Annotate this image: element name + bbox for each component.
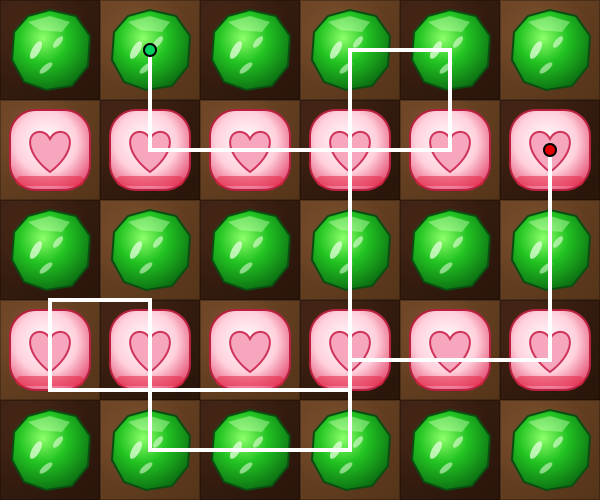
board-cell[interactable] xyxy=(200,400,300,500)
green-wood-orb-icon xyxy=(306,6,394,94)
board-cell[interactable] xyxy=(0,200,100,300)
board-cell[interactable] xyxy=(300,400,400,500)
board-cell[interactable] xyxy=(0,300,100,400)
pink-heart-orb-icon xyxy=(406,306,494,394)
pink-heart-orb-icon xyxy=(306,106,394,194)
green-wood-orb-icon xyxy=(506,406,594,494)
board-cell[interactable] xyxy=(100,300,200,400)
pink-heart-orb-icon xyxy=(106,106,194,194)
green-wood-orb-icon xyxy=(506,206,594,294)
board-cell[interactable] xyxy=(400,0,500,100)
board-cell[interactable] xyxy=(500,300,600,400)
board-cell[interactable] xyxy=(400,200,500,300)
board-cell[interactable] xyxy=(300,0,400,100)
pink-heart-orb-icon xyxy=(6,306,94,394)
pink-heart-orb-icon xyxy=(206,306,294,394)
board-cell[interactable] xyxy=(300,200,400,300)
pink-heart-orb-icon xyxy=(106,306,194,394)
green-wood-orb-icon xyxy=(406,6,494,94)
board-cell[interactable] xyxy=(100,400,200,500)
green-wood-orb-icon xyxy=(106,6,194,94)
pink-heart-orb-icon xyxy=(406,106,494,194)
pink-heart-orb-icon xyxy=(6,106,94,194)
board-cell[interactable] xyxy=(200,200,300,300)
board-cell[interactable] xyxy=(400,300,500,400)
board-cell[interactable] xyxy=(0,0,100,100)
green-wood-orb-icon xyxy=(106,206,194,294)
board-cell[interactable] xyxy=(0,400,100,500)
board-cell[interactable] xyxy=(200,300,300,400)
pink-heart-orb-icon xyxy=(306,306,394,394)
pink-heart-orb-icon xyxy=(506,106,594,194)
pink-heart-orb-icon xyxy=(206,106,294,194)
board-cell[interactable] xyxy=(500,200,600,300)
board-cell[interactable] xyxy=(200,0,300,100)
board-cell[interactable] xyxy=(300,100,400,200)
green-wood-orb-icon xyxy=(306,206,394,294)
board-cell[interactable] xyxy=(100,100,200,200)
board-cell[interactable] xyxy=(200,100,300,200)
board-cell[interactable] xyxy=(0,100,100,200)
board-cell[interactable] xyxy=(100,0,200,100)
green-wood-orb-icon xyxy=(406,206,494,294)
green-wood-orb-icon xyxy=(6,206,94,294)
green-wood-orb-icon xyxy=(506,6,594,94)
green-wood-orb-icon xyxy=(206,6,294,94)
pink-heart-orb-icon xyxy=(506,306,594,394)
green-wood-orb-icon xyxy=(306,406,394,494)
board-cell[interactable] xyxy=(100,200,200,300)
green-wood-orb-icon xyxy=(6,406,94,494)
green-wood-orb-icon xyxy=(206,406,294,494)
green-wood-orb-icon xyxy=(206,206,294,294)
board-cell[interactable] xyxy=(500,100,600,200)
board-cell[interactable] xyxy=(300,300,400,400)
board-cell[interactable] xyxy=(400,100,500,200)
green-wood-orb-icon xyxy=(406,406,494,494)
green-wood-orb-icon xyxy=(106,406,194,494)
green-wood-orb-icon xyxy=(6,6,94,94)
board-cell[interactable] xyxy=(400,400,500,500)
board-cell[interactable] xyxy=(500,400,600,500)
board-cell[interactable] xyxy=(500,0,600,100)
